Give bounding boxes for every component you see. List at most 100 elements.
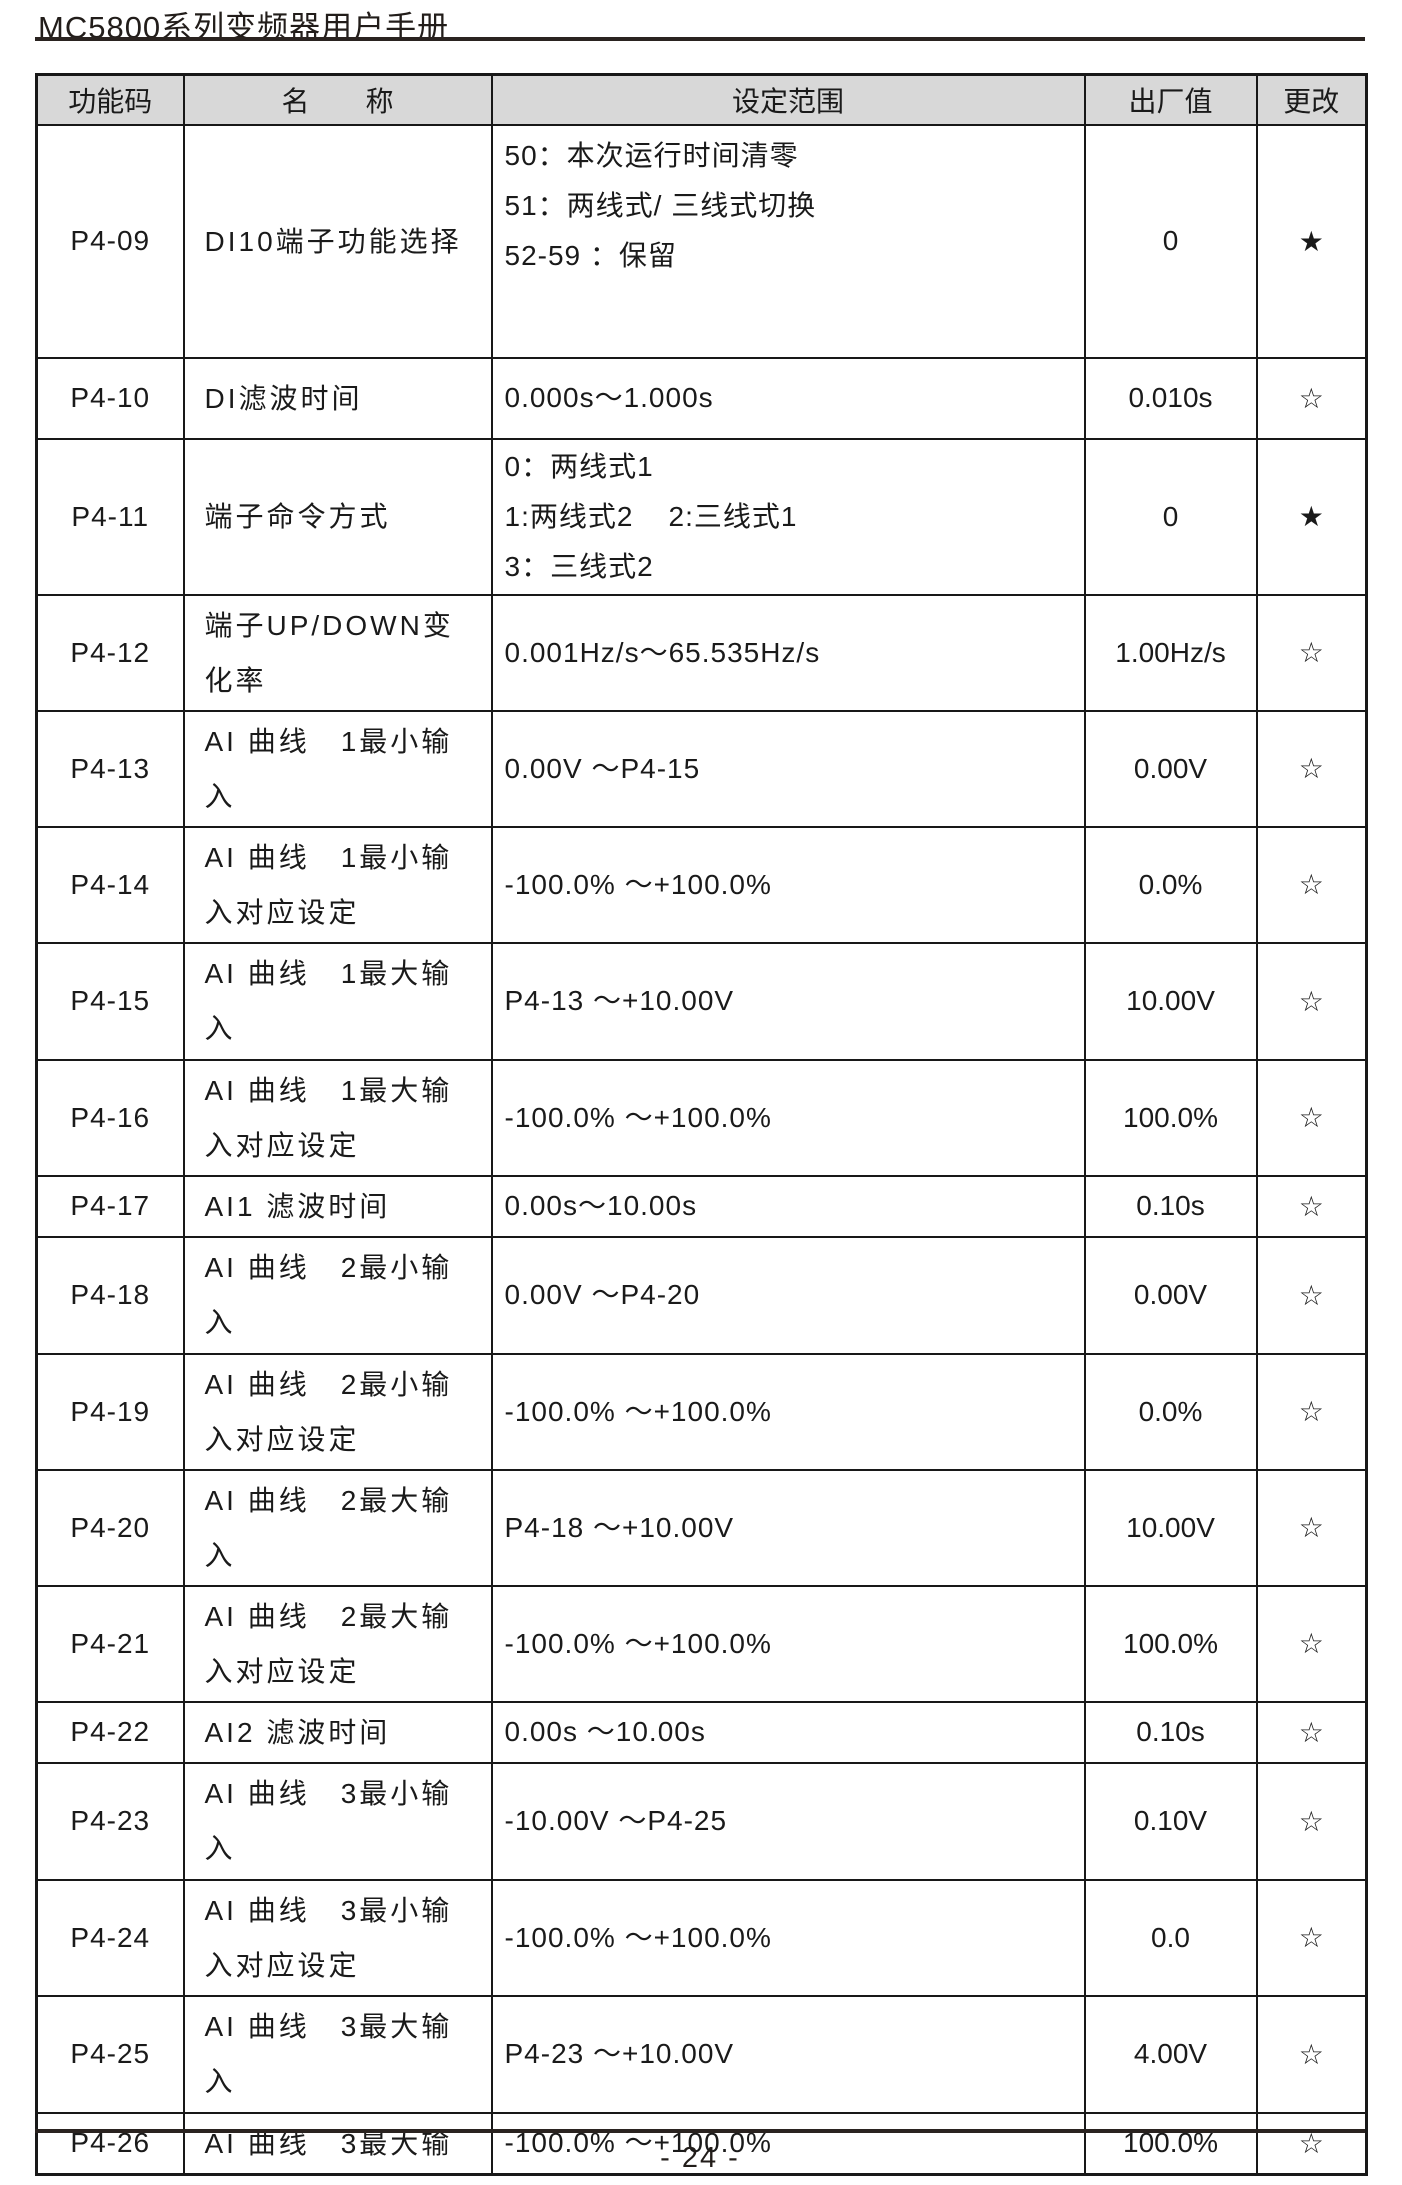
- param-table-body: P4-09 DI10端子功能选择 50：本次运行时间清零 51：两线式/ 三线式切换…: [35, 123, 1368, 2175]
- table-row: P4-20 AI 曲线 2最大输 入 P4-18 ～+10.00V 10.00V ☆: [35, 1468, 1368, 1587]
- function-code-cell: P4-25: [35, 1994, 185, 2114]
- range-cell: -100.0% ～+100.0%: [490, 1352, 1086, 1471]
- footer-divider: [35, 2129, 1365, 2133]
- default-value-cell: 0.00V: [1083, 709, 1258, 828]
- table-row: P4-17 AI1 滤波时间 0.00s～10.00s 0.10s ☆: [35, 1174, 1368, 1238]
- header-cell-function-code: 功能码: [35, 73, 185, 126]
- function-code-cell: P4-13: [35, 709, 185, 828]
- page-number: - 24 -: [660, 2142, 740, 2174]
- function-code-cell: P4-11: [35, 437, 185, 596]
- header-cell-default: 出厂值: [1083, 73, 1258, 126]
- range-cell: 0：两线式1 1:两线式2 2:三线式1 3：三线式2: [490, 437, 1086, 596]
- function-code-cell: P4-09: [35, 123, 185, 359]
- table-row: P4-12 端子UP/DOWN变 化率 0.001Hz/s～65.535Hz/s 1.…: [35, 593, 1368, 712]
- table-row: P4-13 AI 曲线 1最小输 入 0.00V ～P4-15 0.00V ☆: [35, 709, 1368, 828]
- filled-star-icon: ★: [1255, 437, 1368, 596]
- default-value-cell: 0.0%: [1083, 825, 1258, 944]
- function-code-cell: P4-20: [35, 1468, 185, 1587]
- name-cell: AI 曲线 2最大输 入: [182, 1468, 493, 1587]
- function-code-cell: P4-17: [35, 1174, 185, 1238]
- function-code-cell: P4-16: [35, 1058, 185, 1177]
- open-star-icon: ☆: [1255, 1235, 1368, 1355]
- function-code-cell: P4-14: [35, 825, 185, 944]
- header-cell-change: 更改: [1255, 73, 1368, 126]
- name-cell: AI 曲线 1最大输 入对应设定: [182, 1058, 493, 1177]
- default-value-cell: 100.0%: [1083, 1058, 1258, 1177]
- default-value-cell: 0.00V: [1083, 1235, 1258, 1355]
- table-row: P4-09 DI10端子功能选择 50：本次运行时间清零 51：两线式/ 三线式切换…: [35, 123, 1368, 359]
- table-row: P4-19 AI 曲线 2最小输 入对应设定 -100.0% ～+100.0% 0.0…: [35, 1352, 1368, 1471]
- function-code-cell: P4-10: [35, 356, 185, 440]
- range-cell: 0.00V ～P4-20: [490, 1235, 1086, 1355]
- table-row: P4-11 端子命令方式 0：两线式1 1:两线式2 2:三线式1 3：三线式2 0 ★: [35, 437, 1368, 596]
- name-cell: 端子UP/DOWN变 化率: [182, 593, 493, 712]
- table-row: P4-23 AI 曲线 3最小输 入 -10.00V ～P4-25 0.10V ☆: [35, 1761, 1368, 1881]
- name-cell: AI 曲线 3最小输 入对应设定: [182, 1878, 493, 1997]
- open-star-icon: ☆: [1255, 1700, 1368, 1764]
- default-value-cell: 0.10V: [1083, 1761, 1258, 1881]
- open-star-icon: ☆: [1255, 1584, 1368, 1703]
- default-value-cell: 100.0%: [1083, 1584, 1258, 1703]
- table-row: P4-25 AI 曲线 3最大输 入 P4-23 ～+10.00V 4.00V ☆: [35, 1994, 1368, 2114]
- default-value-cell: 0.0%: [1083, 1352, 1258, 1471]
- default-value-cell: 0: [1083, 123, 1258, 359]
- default-value-cell: 0.10s: [1083, 1700, 1258, 1764]
- function-code-cell: P4-24: [35, 1878, 185, 1997]
- default-value-cell: 100.0%: [1083, 2111, 1258, 2175]
- range-cell: 0.00s～10.00s: [490, 1174, 1086, 1238]
- range-cell: 0.00s ～10.00s: [490, 1700, 1086, 1764]
- table-row: P4-22 AI2 滤波时间 0.00s ～10.00s 0.10s ☆: [35, 1700, 1368, 1764]
- table-row: P4-14 AI 曲线 1最小输 入对应设定 -100.0% ～+100.0% 0.0…: [35, 825, 1368, 944]
- name-cell: AI 曲线 2最大输 入对应设定: [182, 1584, 493, 1703]
- default-value-cell: 4.00V: [1083, 1994, 1258, 2114]
- table-row: P4-16 AI 曲线 1最大输 入对应设定 -100.0% ～+100.0% 100…: [35, 1058, 1368, 1177]
- open-star-icon: ☆: [1255, 1878, 1368, 1997]
- default-value-cell: 1.00Hz/s: [1083, 593, 1258, 712]
- open-star-icon: ☆: [1255, 1352, 1368, 1471]
- range-cell: P4-18 ～+10.00V: [490, 1468, 1086, 1587]
- parameter-table: 功能码 名 称 设定范围 出厂值 更改 P4-09 DI10端子功能选择 50：本次…: [35, 73, 1368, 2176]
- open-star-icon: ☆: [1255, 941, 1368, 1061]
- open-star-icon: ☆: [1255, 1174, 1368, 1238]
- function-code-cell: P4-19: [35, 1352, 185, 1471]
- range-cell: -100.0% ～+100.0%: [490, 1584, 1086, 1703]
- function-code-cell: P4-21: [35, 1584, 185, 1703]
- function-code-cell: P4-22: [35, 1700, 185, 1764]
- name-cell: 端子命令方式: [182, 437, 493, 596]
- default-value-cell: 10.00V: [1083, 941, 1258, 1061]
- name-cell: AI2 滤波时间: [182, 1700, 493, 1764]
- open-star-icon: ☆: [1255, 356, 1368, 440]
- name-cell: DI10端子功能选择: [182, 123, 493, 359]
- range-cell: -100.0% ～+100.0%: [490, 1058, 1086, 1177]
- range-cell: 50：本次运行时间清零 51：两线式/ 三线式切换 52-59 ：保留: [490, 123, 1086, 359]
- name-cell: AI 曲线 2最小输 入对应设定: [182, 1352, 493, 1471]
- name-cell: AI 曲线 1最小输 入: [182, 709, 493, 828]
- open-star-icon: ☆: [1255, 593, 1368, 712]
- open-star-icon: ☆: [1255, 1761, 1368, 1881]
- range-cell: -100.0% ～+100.0%: [490, 2111, 1086, 2175]
- table-header-row: 功能码 名 称 设定范围 出厂值 更改: [35, 73, 1368, 126]
- open-star-icon: ☆: [1255, 1994, 1368, 2114]
- name-cell: AI 曲线 2最小输 入: [182, 1235, 493, 1355]
- name-cell: AI 曲线 1最大输 入: [182, 941, 493, 1061]
- table-row: P4-24 AI 曲线 3最小输 入对应设定 -100.0% ～+100.0% 0.0…: [35, 1878, 1368, 1997]
- open-star-icon: ☆: [1255, 1468, 1368, 1587]
- range-cell: 0.000s～1.000s: [490, 356, 1086, 440]
- range-cell: P4-23 ～+10.00V: [490, 1994, 1086, 2114]
- range-cell: -10.00V ～P4-25: [490, 1761, 1086, 1881]
- header-cell-range: 设定范围: [490, 73, 1086, 126]
- range-cell: P4-13 ～+10.00V: [490, 941, 1086, 1061]
- default-value-cell: 0.010s: [1083, 356, 1258, 440]
- range-cell: -100.0% ～+100.0%: [490, 1878, 1086, 1997]
- range-cell: -100.0% ～+100.0%: [490, 825, 1086, 944]
- open-star-icon: ☆: [1255, 1058, 1368, 1177]
- name-cell: DI滤波时间: [182, 356, 493, 440]
- open-star-icon: ☆: [1255, 709, 1368, 828]
- range-cell: 0.00V ～P4-15: [490, 709, 1086, 828]
- default-value-cell: 0.0: [1083, 1878, 1258, 1997]
- default-value-cell: 10.00V: [1083, 1468, 1258, 1587]
- open-star-icon: ☆: [1255, 825, 1368, 944]
- table-row: P4-15 AI 曲线 1最大输 入 P4-13 ～+10.00V 10.00V ☆: [35, 941, 1368, 1061]
- table-row: P4-10 DI滤波时间 0.000s～1.000s 0.010s ☆: [35, 356, 1368, 440]
- function-code-cell: P4-12: [35, 593, 185, 712]
